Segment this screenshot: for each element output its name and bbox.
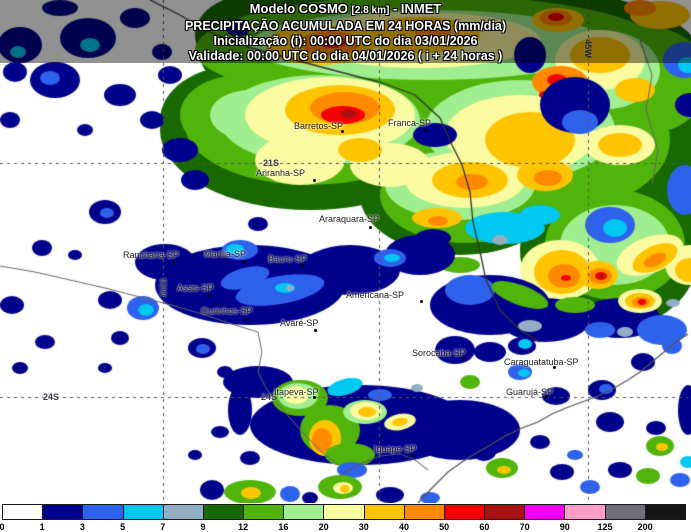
city-dot [207, 294, 210, 297]
legend-cell-50 [443, 505, 485, 519]
legend-tick-125: 125 [597, 522, 613, 532]
city-dot [411, 454, 414, 457]
legend-cell-1 [42, 505, 83, 519]
city-dot [314, 329, 317, 332]
legend-cell-5 [122, 505, 163, 519]
color-scale-legend: 0 1 3 5 7 9 12 16 20 30 40 50 60 70 90 125 200 [0, 503, 691, 532]
legend-tick-12: 12 [238, 522, 249, 532]
legend-cell-7 [162, 505, 203, 519]
legend-cell-70 [524, 505, 565, 519]
map-title: Modelo COSMO [2.8 km] - INMET [0, 1, 691, 19]
legend-tick-9: 9 [200, 522, 206, 532]
city-dot [420, 300, 423, 303]
legend-cell-125 [604, 505, 645, 519]
city-label: Itapeva-SP [274, 387, 319, 397]
legend-cell-3 [82, 505, 123, 519]
init-time: Inicialização (i): 00:00 UTC do dia 03/0… [213, 34, 478, 48]
city-label: Barretos-SP [294, 121, 344, 131]
map-labels-layer: 21S 24S 24S 51W 45W Barretos-SP Franca-SP Arira… [43, 39, 593, 457]
legend-cell-40 [403, 505, 444, 519]
legend-cell-16 [283, 505, 324, 519]
legend-tick-60: 60 [479, 522, 490, 532]
city-label: Guarujá-SP [506, 387, 554, 397]
precipitation-map: 21S 24S 24S 51W 45W Barretos-SP Franca-SP Arira… [0, 0, 691, 503]
city-dot [553, 366, 556, 369]
product-title: PRECIPITAÇÃO ACUMULADA EM 24 HORAS (mm/d… [184, 19, 507, 33]
model-resolution: [2.8 km] [351, 5, 390, 16]
city-dot [243, 260, 246, 263]
grid-label-lat: 24S [261, 392, 278, 402]
city-dot [313, 179, 316, 182]
city-label: Rancharia-SP [123, 250, 180, 260]
city-label: Caraguatatuba-SP [504, 357, 579, 367]
city-label: Iguape-SP [374, 444, 417, 454]
legend-tick-7: 7 [160, 522, 166, 532]
city-label: Marília-SP [204, 249, 247, 259]
model-name: Modelo COSMO [249, 1, 348, 16]
city-dot [172, 261, 175, 264]
legend-tick-40: 40 [398, 522, 409, 532]
city-label: Araraquara-SP [319, 214, 380, 224]
city-label: Americana-SP [346, 290, 405, 300]
org-name: - INMET [392, 1, 442, 16]
legend-tick-90: 90 [559, 522, 570, 532]
city-label: Sorocaba-SP [412, 348, 466, 358]
legend-cell-30 [363, 505, 404, 519]
city-dot [424, 129, 427, 132]
legend-cell-90 [564, 505, 605, 519]
legend-tick-70: 70 [519, 522, 530, 532]
city-dot [245, 318, 248, 321]
color-scale-bar [2, 504, 686, 520]
city-dot [313, 396, 316, 399]
city-label: Ariranha-SP [256, 168, 306, 178]
legend-tick-20: 20 [318, 522, 329, 532]
legend-tick-30: 30 [358, 522, 369, 532]
city-label: Assis-SP [177, 283, 214, 293]
legend-cell-60 [484, 505, 525, 519]
legend-cell-0 [3, 505, 43, 519]
legend-tick-1: 1 [39, 522, 45, 532]
legend-tick-16: 16 [278, 522, 289, 532]
legend-cell-9 [202, 505, 244, 519]
city-label: Franca-SP [388, 118, 432, 128]
grid-label-lat: 21S [263, 158, 280, 168]
valid-time: Validade: 00:00 UTC do dia 04/01/2026 ( … [188, 49, 503, 63]
legend-tick-0: 0 [0, 522, 5, 532]
legend-cell-200 [644, 505, 685, 519]
grid-label-lat: 24S [43, 392, 60, 402]
city-label: Bauru-SP [268, 254, 308, 264]
legend-cell-12 [243, 505, 284, 519]
city-dot [341, 130, 344, 133]
city-label: Avaré-SP [280, 318, 319, 328]
legend-tick-200: 200 [637, 522, 653, 532]
precipitation-field-canvas [0, 0, 691, 503]
city-dot [462, 357, 465, 360]
city-dot [369, 226, 372, 229]
legend-cell-20 [323, 505, 364, 519]
legend-tick-5: 5 [120, 522, 126, 532]
city-dot [301, 264, 304, 267]
city-label: Ourinhos-SP [201, 306, 253, 316]
legend-tick-3: 3 [79, 522, 85, 532]
legend-tick-50: 50 [439, 522, 450, 532]
grid-label-lon: 51W [157, 278, 168, 297]
city-dot [545, 395, 548, 398]
title-band: Modelo COSMO [2.8 km] - INMET PRECIPITAÇ… [0, 0, 691, 63]
